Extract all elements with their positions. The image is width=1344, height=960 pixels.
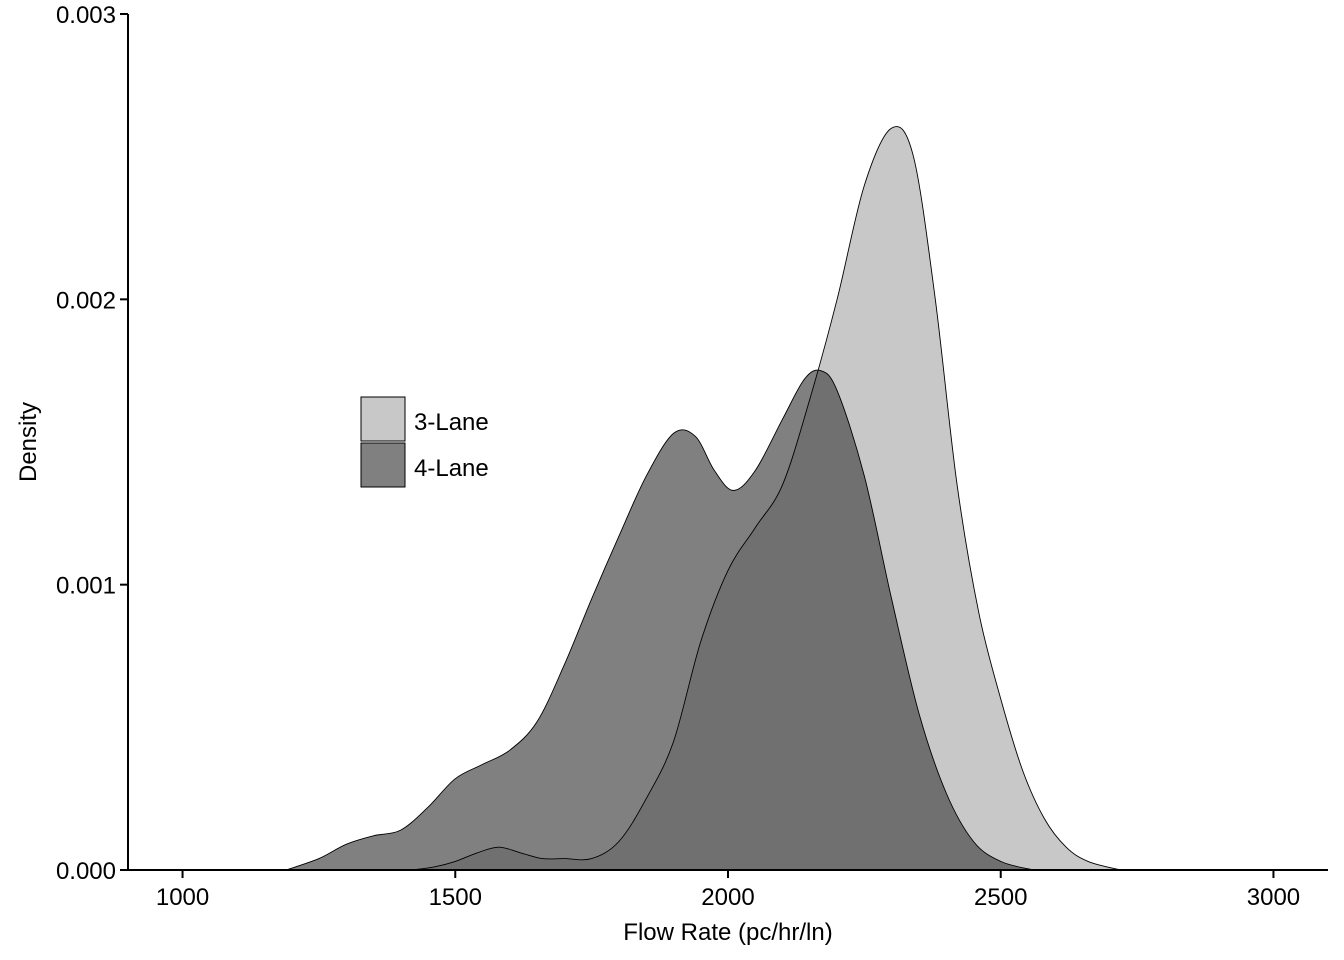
legend-swatch-3-lane (360, 396, 406, 442)
x-tick-label: 1000 (156, 884, 209, 911)
y-axis-title: Density (15, 402, 42, 482)
x-axis-ticks: 1000 1500 2000 2500 3000 (156, 870, 1300, 911)
legend: 3-Lane 4-Lane (360, 396, 489, 488)
x-axis-title: Flow Rate (pc/hr/ln) (623, 919, 832, 946)
legend-swatch-4-lane (360, 442, 406, 488)
y-axis-ticks: 0.000 0.001 0.002 0.003 (56, 2, 128, 885)
density-outlines (286, 126, 1121, 871)
x-tick-label: 2500 (974, 884, 1027, 911)
x-tick-label: 3000 (1247, 884, 1300, 911)
y-tick-label: 0.003 (56, 2, 116, 29)
legend-label-3-lane: 3-Lane (414, 409, 489, 436)
density-line-4-lane (286, 369, 1034, 871)
legend-label-4-lane: 4-Lane (414, 455, 489, 482)
density-area-3-lane (411, 126, 1121, 871)
x-tick-label: 1500 (429, 884, 482, 911)
x-tick-label: 2000 (701, 884, 754, 911)
y-tick-label: 0.000 (56, 858, 116, 885)
y-tick-label: 0.002 (56, 287, 116, 314)
density-line-3-lane (411, 126, 1121, 871)
y-tick-label: 0.001 (56, 573, 116, 600)
